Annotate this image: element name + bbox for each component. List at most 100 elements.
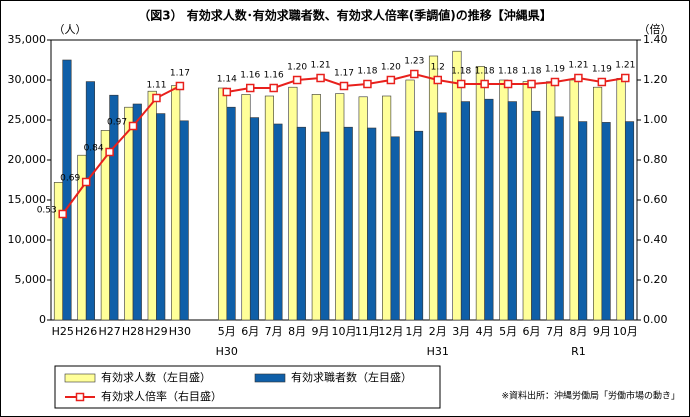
data-label: 1.11	[146, 81, 166, 91]
x-tick-label: H25	[52, 325, 74, 338]
line-marker	[128, 121, 138, 131]
bar	[382, 95, 392, 321]
data-label: 0.69	[60, 174, 80, 184]
data-label: 1.17	[334, 69, 354, 79]
line-marker	[503, 79, 513, 89]
data-label: 0.84	[84, 144, 104, 154]
data-label: 1.19	[592, 65, 612, 75]
line-marker	[105, 147, 114, 157]
y2-tick-label: 0.80	[643, 153, 668, 166]
line-marker	[456, 79, 466, 89]
y-tick-label: 0	[39, 313, 46, 326]
bar	[171, 85, 181, 321]
y2-tick-label: 0.40	[643, 233, 668, 246]
legend-label: 有効求職者数（左目盛）	[291, 370, 412, 384]
x-tick-label: 10月	[332, 325, 357, 338]
x-group-label: H30	[216, 345, 238, 358]
x-tick-label: 3月	[452, 325, 470, 338]
bar	[335, 93, 345, 321]
x-tick-label: 11月	[355, 325, 380, 338]
x-tick-label: H30	[169, 325, 191, 338]
bar	[546, 81, 556, 321]
data-label: 1.20	[381, 63, 401, 73]
line-marker	[363, 79, 372, 89]
data-label: 1.20	[287, 63, 307, 73]
data-label: 1.21	[615, 61, 635, 71]
bar	[264, 95, 274, 321]
bar	[367, 127, 377, 321]
x-tick-label: H27	[98, 325, 120, 338]
bar	[273, 123, 283, 321]
bar	[343, 126, 353, 321]
bar	[53, 182, 64, 321]
bar	[147, 90, 157, 321]
x-tick-label: 10月	[613, 325, 638, 338]
bar	[358, 96, 368, 321]
line-marker	[269, 83, 278, 93]
bar	[218, 87, 228, 321]
x-tick-label: H29	[145, 325, 167, 338]
bar	[475, 66, 485, 321]
data-label: 1.23	[404, 57, 424, 67]
line-marker	[386, 75, 396, 85]
bar	[156, 113, 166, 321]
line-marker	[410, 69, 419, 79]
bar	[320, 131, 330, 321]
legend-marker	[75, 392, 85, 402]
x-tick-label: 9月	[312, 325, 330, 338]
data-label: 1.19	[545, 65, 565, 75]
data-label: 1.18	[451, 67, 471, 77]
y2-tick-label: 0.60	[643, 193, 668, 206]
x-tick-label: H28	[122, 325, 144, 338]
bar	[226, 106, 236, 321]
bar	[241, 94, 251, 321]
line-marker	[597, 77, 607, 87]
data-label: 1.18	[521, 67, 541, 77]
bar	[85, 81, 95, 321]
x-tick-label: 1月	[405, 325, 423, 338]
line-marker	[550, 77, 560, 87]
y-tick-label: 25,000	[8, 113, 47, 126]
data-label: 1.18	[357, 67, 377, 77]
bar	[522, 81, 532, 321]
line-marker	[480, 79, 489, 89]
bar	[452, 50, 462, 321]
data-label: 1.16	[264, 71, 284, 81]
x-tick-label: 7月	[265, 325, 283, 338]
bar	[554, 116, 564, 321]
y-tick-label: 10,000	[8, 233, 47, 246]
line-marker	[58, 209, 67, 219]
y-tick-label: 5,000	[15, 273, 47, 286]
data-label: 1.21	[568, 61, 588, 71]
legend-swatch	[64, 373, 96, 383]
line-marker	[574, 73, 583, 83]
x-group-label: H31	[427, 345, 449, 358]
line-marker	[222, 87, 232, 97]
bar	[437, 112, 447, 321]
legend-swatch	[254, 373, 286, 383]
y-axis-label: （人）	[54, 23, 87, 36]
bar	[460, 101, 471, 321]
data-label: 0.53	[37, 206, 57, 216]
data-label: 1.21	[311, 61, 331, 71]
bar	[507, 101, 517, 321]
bar	[531, 110, 541, 321]
data-label: 1.18	[475, 67, 495, 77]
y-tick-label: 35,000	[8, 33, 47, 46]
x-tick-label: H26	[75, 325, 97, 338]
data-label: 1.14	[217, 75, 237, 85]
bar	[499, 79, 509, 321]
bar	[624, 121, 635, 321]
bar	[179, 120, 189, 321]
y2-tick-label: 0.00	[643, 313, 668, 326]
y2-tick-label: 0.20	[643, 273, 668, 286]
data-label: 0.97	[107, 118, 127, 128]
y2-tick-label: 1.40	[643, 33, 668, 46]
bar	[132, 103, 142, 321]
line-marker	[292, 75, 302, 85]
legend-label: 有効求人数（左目盛）	[101, 370, 211, 384]
x-tick-label: 12月	[378, 325, 403, 338]
legend-label: 有効求人倍率（右目盛）	[101, 389, 222, 403]
bar	[414, 130, 424, 321]
